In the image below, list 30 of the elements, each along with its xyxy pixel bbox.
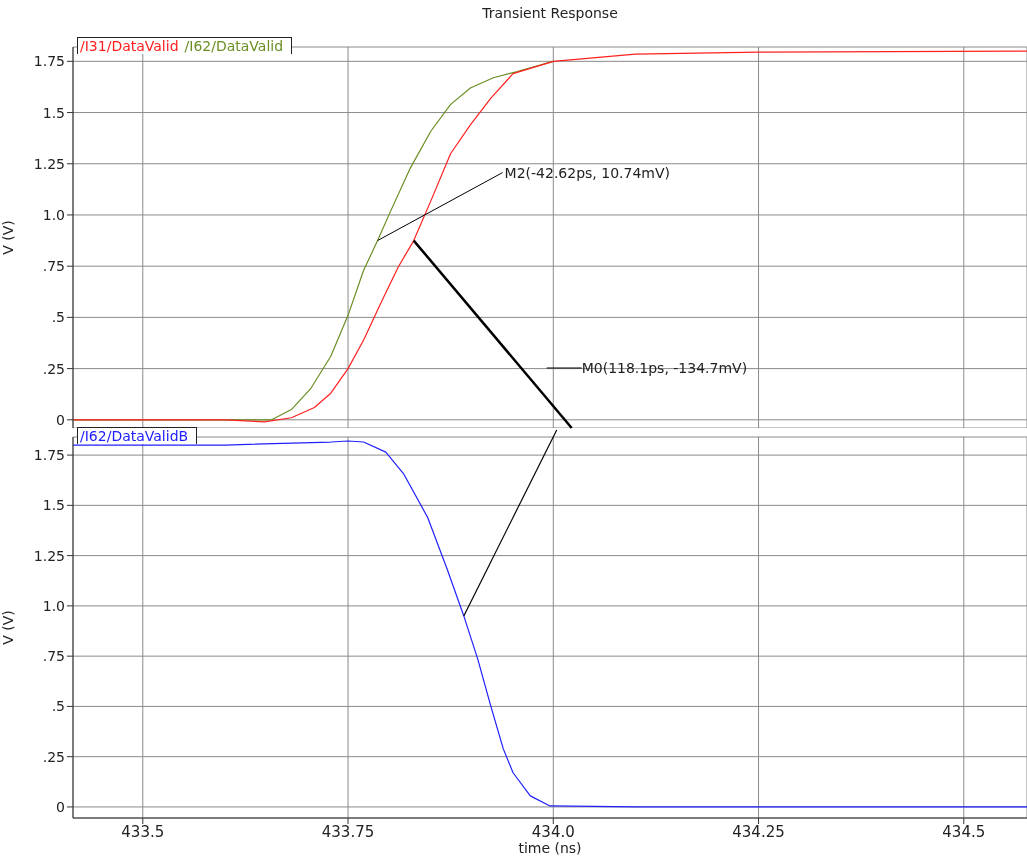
x-tick-label: 434.25: [732, 822, 785, 841]
y-tick-label: 0: [56, 411, 65, 428]
annotation: M0(118.1ps, -134.7mV): [581, 360, 748, 376]
y-tick-label: .25: [42, 360, 65, 377]
series-label: /I62/DataValidB: [80, 428, 189, 444]
chart-title: Transient Response: [481, 5, 619, 21]
x-tick-label: 434.0: [531, 822, 575, 841]
y-tick-label: .25: [42, 748, 65, 765]
y-tick-label: 1.0: [42, 597, 65, 614]
x-tick-label: 433.5: [121, 822, 165, 841]
y-tick-label: 1.75: [33, 447, 65, 464]
text: /I62/DataValid: [184, 38, 284, 54]
text: /I31/DataValid: [80, 38, 179, 54]
y-axis-title: V (V): [0, 220, 16, 255]
y-tick-label: 1.5: [42, 497, 65, 514]
x-tick-label: 434.5: [942, 822, 986, 841]
y-tick-label: 0: [56, 798, 65, 815]
y-tick-label: 1.5: [42, 104, 65, 121]
y-tick-label: 1.25: [33, 155, 65, 172]
y-tick-label: .75: [42, 258, 65, 275]
y-tick-label: .5: [51, 309, 65, 326]
y-tick-label: 1.75: [33, 53, 65, 70]
annotation: M2(-42.62ps, 10.74mV): [504, 164, 671, 181]
y-tick-label: 1.0: [42, 206, 65, 223]
y-tick-label: .5: [51, 698, 65, 715]
x-axis-title: time (ns): [517, 840, 583, 856]
y-tick-label: .75: [42, 648, 65, 665]
x-tick-label: 433.75: [321, 822, 375, 841]
y-tick-label: 1.25: [33, 547, 65, 564]
y-axis-title: V (V): [0, 610, 16, 645]
